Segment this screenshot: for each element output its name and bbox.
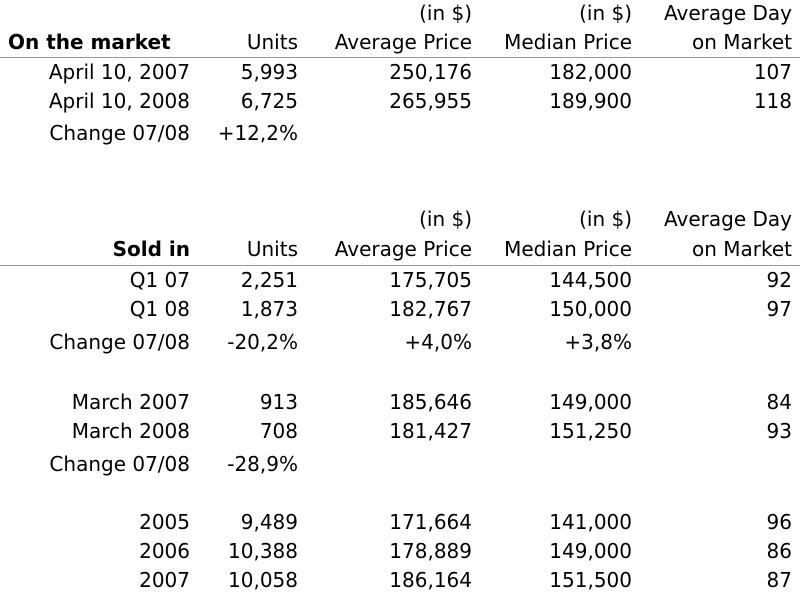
cell: 141,000 <box>549 510 632 534</box>
cell: -28,9% <box>227 452 298 476</box>
column-header: Average Day <box>664 1 792 25</box>
column-header: Units <box>246 237 298 261</box>
cell: 182,767 <box>389 297 472 321</box>
cell: 175,705 <box>389 268 472 292</box>
column-header: Average Price <box>334 30 472 54</box>
column-header: Units <box>246 30 298 54</box>
row-label: Change 07/08 <box>49 330 190 354</box>
cell: 171,664 <box>389 510 472 534</box>
cell: 151,250 <box>549 419 632 443</box>
column-header: (in $) <box>419 1 472 25</box>
cell: 250,176 <box>389 60 472 84</box>
row-label: Q1 08 <box>129 297 190 321</box>
cell: 86 <box>766 539 792 563</box>
row-label: March 2007 <box>71 390 190 414</box>
cell: 96 <box>766 510 792 534</box>
cell: 178,889 <box>389 539 472 563</box>
cell: 151,500 <box>549 568 632 592</box>
cell: +3,8% <box>564 330 632 354</box>
column-header: (in $) <box>579 207 632 231</box>
cell: 107 <box>753 60 792 84</box>
column-header: on Market <box>691 237 792 261</box>
column-header: Median Price <box>504 30 632 54</box>
cell: 6,725 <box>240 89 298 113</box>
cell: 189,900 <box>549 89 632 113</box>
row-label: Change 07/08 <box>49 452 190 476</box>
cell: 265,955 <box>389 89 472 113</box>
row-label: 2005 <box>139 510 190 534</box>
cell: 186,164 <box>389 568 472 592</box>
row-label: 2006 <box>139 539 190 563</box>
header-rule <box>0 265 800 266</box>
cell: 93 <box>766 419 792 443</box>
cell: 144,500 <box>549 268 632 292</box>
cell: 181,427 <box>389 419 472 443</box>
column-header: Average Day <box>664 207 792 231</box>
column-header: Median Price <box>504 237 632 261</box>
section-label: Sold in <box>112 237 190 261</box>
row-label: April 10, 2007 <box>48 60 190 84</box>
cell: 118 <box>753 89 792 113</box>
cell: 708 <box>259 419 298 443</box>
cell: 10,058 <box>228 568 298 592</box>
cell: 5,993 <box>240 60 298 84</box>
row-label: 2007 <box>139 568 190 592</box>
cell: -20,2% <box>227 330 298 354</box>
cell: 97 <box>766 297 792 321</box>
cell: 10,388 <box>228 539 298 563</box>
cell: 150,000 <box>549 297 632 321</box>
cell: 149,000 <box>549 390 632 414</box>
header-rule <box>0 57 800 58</box>
cell: 182,000 <box>549 60 632 84</box>
cell: 149,000 <box>549 539 632 563</box>
column-header: (in $) <box>579 1 632 25</box>
column-header: Average Price <box>334 237 472 261</box>
column-header: on Market <box>691 30 792 54</box>
cell: 2,251 <box>240 268 298 292</box>
row-label: Q1 07 <box>129 268 190 292</box>
cell: 9,489 <box>240 510 298 534</box>
cell: 92 <box>766 268 792 292</box>
cell: 1,873 <box>240 297 298 321</box>
row-label: March 2008 <box>71 419 190 443</box>
row-label: Change 07/08 <box>49 121 190 145</box>
cell: 84 <box>766 390 792 414</box>
cell: 913 <box>259 390 298 414</box>
cell: 185,646 <box>389 390 472 414</box>
cell: +4,0% <box>404 330 472 354</box>
cell: +12,2% <box>217 121 298 145</box>
cell: 87 <box>766 568 792 592</box>
section-label: On the market <box>8 30 171 54</box>
column-header: (in $) <box>419 207 472 231</box>
row-label: April 10, 2008 <box>48 89 190 113</box>
